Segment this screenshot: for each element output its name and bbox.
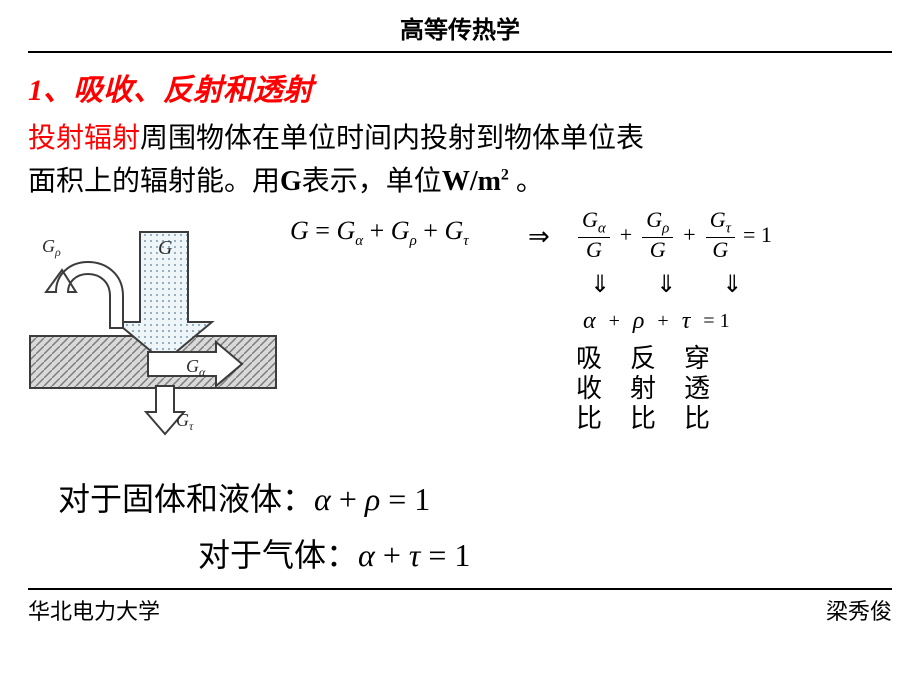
frac-alpha: Gα G (578, 208, 610, 262)
sl-plus: + (331, 481, 365, 517)
footer-left: 华北电力大学 (28, 594, 160, 626)
svg-text:Gτ: Gτ (176, 410, 194, 433)
para-seg3: 表示，单位 (302, 166, 442, 197)
eq-t3: G (444, 216, 463, 245)
gas-plus: + (375, 537, 409, 573)
implies-arrow: ⇒ (528, 222, 550, 252)
darrow-2: ⇓ (656, 270, 676, 299)
absorb-col: 吸 收 比 (576, 344, 602, 434)
gas-eq: 对于气体：α + τ = 1 (198, 530, 892, 576)
sl-alpha: α (314, 481, 331, 517)
transmit-col: 穿 透 比 (684, 344, 710, 434)
eq-eq: = (309, 216, 337, 245)
eq-p2: + (417, 216, 445, 245)
eq-t1: G (336, 216, 355, 245)
darrow-1: ⇓ (590, 270, 610, 299)
eq-s2: ρ (410, 233, 417, 249)
mid-region: G Gρ Gα Gτ G = Gα + Gρ + Gτ ⇒ Gα G + Gρ … (28, 208, 892, 468)
footer: 华北电力大学 梁秀俊 (28, 594, 892, 626)
ratio-labels: 吸 收 比 反 射 比 穿 透 比 (576, 344, 710, 434)
rho: ρ (633, 308, 645, 335)
section-title: 1、吸收、反射和透射 (28, 65, 892, 109)
sl-label: 对于固体和液体： (58, 481, 314, 517)
para-seg2: 面积上的辐射能。用 (28, 166, 280, 197)
G-symbol: G (280, 166, 302, 197)
plus-2: + (681, 222, 697, 248)
page-header: 高等传热学 (0, 0, 920, 51)
paragraph: 投射辐射周围物体在单位时间内投射到物体单位表 面积上的辐射能。用G表示，单位W/… (28, 117, 892, 204)
eq-lhs: G (290, 216, 309, 245)
plus-g2: + (657, 310, 668, 333)
top-rule (28, 51, 892, 53)
svg-text:Gρ: Gρ (42, 236, 61, 259)
solid-liquid-eq: 对于固体和液体：α + ρ = 1 (58, 474, 892, 520)
alpha: α (583, 308, 596, 335)
plus-1: + (618, 222, 634, 248)
gas-tau: τ (409, 537, 420, 573)
frac-rho: Gρ G (642, 208, 673, 262)
sl-eq1: = 1 (380, 481, 430, 517)
bottom-rule (28, 588, 892, 590)
unit-sup: 2 (501, 167, 509, 184)
eq-one-frac: = 1 (743, 222, 772, 248)
bottom-equations: 对于固体和液体：α + ρ = 1 对于气体：α + τ = 1 (28, 474, 892, 576)
footer-right: 梁秀俊 (826, 594, 892, 626)
eq-one-greek: = 1 (703, 310, 729, 333)
fraction-row: Gα G + Gρ G + Gτ G = 1 (578, 208, 772, 262)
darrow-3: ⇓ (722, 270, 742, 299)
down-arrows: ⇓ ⇓ ⇓ (590, 270, 742, 299)
radiation-diagram: G Gρ Gα Gτ (28, 226, 278, 441)
eq-s1: α (355, 233, 363, 249)
frac-tau: Gτ G (706, 208, 735, 262)
reflect-col: 反 射 比 (630, 344, 656, 434)
unit: W/m (442, 166, 501, 197)
greek-sum: α + ρ + τ = 1 (583, 308, 730, 335)
para-tail: 。 (509, 166, 544, 197)
para-seg1: 周围物体在单位时间内投射到物体单位表 (140, 123, 644, 154)
eq-s3: τ (463, 233, 468, 249)
eq-decomposition: G = Gα + Gρ + Gτ (290, 216, 469, 250)
plus-g1: + (609, 310, 620, 333)
gas-label: 对于气体： (198, 537, 358, 573)
svg-text:G: G (158, 237, 173, 259)
sl-rho: ρ (365, 481, 380, 517)
eq-t2: G (391, 216, 410, 245)
eq-p1: + (363, 216, 391, 245)
gas-alpha: α (358, 537, 375, 573)
gas-eq1: = 1 (420, 537, 470, 573)
keyword: 投射辐射 (28, 123, 140, 154)
tau: τ (682, 308, 691, 335)
